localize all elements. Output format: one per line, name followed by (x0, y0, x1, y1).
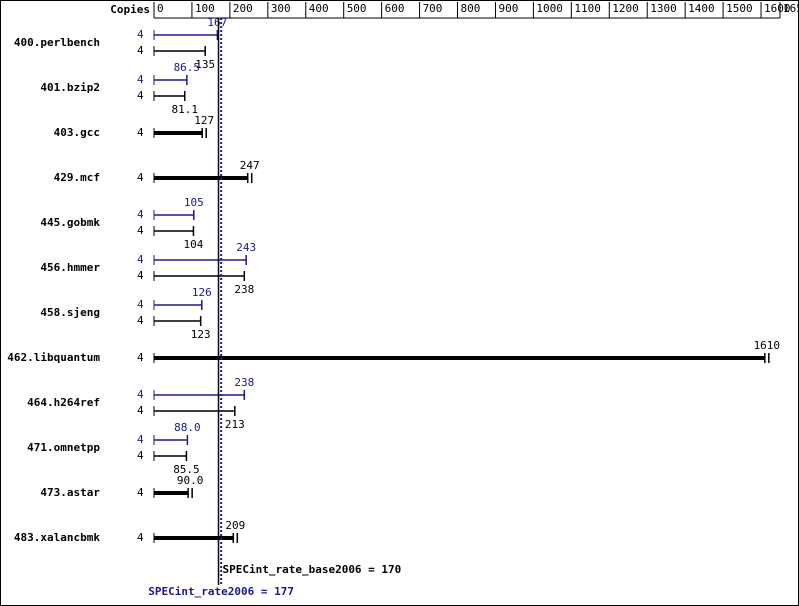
copies-label: 4 (137, 433, 144, 446)
value-label: 167 (207, 16, 227, 29)
value-label: 88.0 (174, 421, 201, 434)
copies-label: 4 (137, 314, 144, 327)
x-tick-label: 900 (498, 2, 518, 15)
copies-label: 4 (137, 73, 144, 86)
x-tick-label: 500 (347, 2, 367, 15)
value-label: 123 (191, 328, 211, 341)
value-label: 243 (236, 241, 256, 254)
benchmark-label: 462.libquantum (7, 351, 100, 364)
copies-label: 4 (137, 388, 144, 401)
value-label: 238 (234, 283, 254, 296)
value-label: 85.5 (173, 463, 200, 476)
copies-label: 4 (137, 224, 144, 237)
benchmark-label: 473.astar (40, 486, 100, 499)
copies-label: 4 (137, 208, 144, 221)
x-tick-label: 1300 (650, 2, 677, 15)
value-label: 90.0 (177, 474, 204, 487)
x-tick-label: 100 (195, 2, 215, 15)
copies-label: 4 (137, 269, 144, 282)
copies-label: 4 (137, 171, 144, 184)
copies-label: 4 (137, 253, 144, 266)
copies-label: 4 (137, 28, 144, 41)
copies-label: 4 (137, 44, 144, 57)
copies-header: Copies (110, 3, 150, 16)
x-tick-label: 200 (233, 2, 253, 15)
copies-label: 4 (137, 89, 144, 102)
value-label: 126 (192, 286, 212, 299)
x-tick-label: 1400 (688, 2, 715, 15)
copies-label: 4 (137, 126, 144, 139)
copies-label: 4 (137, 351, 144, 364)
x-tick-label: 1000 (536, 2, 563, 15)
benchmark-label: 483.xalancbmk (14, 531, 100, 544)
x-tick-label: 400 (309, 2, 329, 15)
value-label: 209 (225, 519, 245, 532)
copies-label: 4 (137, 486, 144, 499)
x-tick-label: 700 (423, 2, 443, 15)
value-label: 247 (240, 159, 260, 172)
copies-label: 4 (137, 449, 144, 462)
value-label: 1610 (754, 339, 781, 352)
x-tick-label: 1100 (574, 2, 601, 15)
benchmark-label: 456.hmmer (40, 261, 100, 274)
copies-label: 4 (137, 531, 144, 544)
value-label: 213 (225, 418, 245, 431)
benchmark-label: 445.gobmk (40, 216, 100, 229)
x-tick-label: 1600 (764, 2, 791, 15)
x-tick-label: 1500 (726, 2, 753, 15)
benchmark-label: 458.sjeng (40, 306, 100, 319)
reference-label: SPECint_rate_base2006 = 170 (222, 563, 401, 576)
x-tick-label: 0 (157, 2, 164, 15)
value-label: 127 (194, 114, 214, 127)
value-label: 104 (184, 238, 204, 251)
benchmark-label: 401.bzip2 (40, 81, 100, 94)
reference-label: SPECint_rate2006 = 177 (148, 585, 294, 598)
value-label: 105 (184, 196, 204, 209)
benchmark-label: 403.gcc (54, 126, 100, 139)
benchmark-label: 471.omnetpp (27, 441, 100, 454)
value-label: 81.1 (172, 103, 199, 116)
copies-label: 4 (137, 404, 144, 417)
x-tick-label: 1200 (612, 2, 639, 15)
benchmark-label: 429.mcf (54, 171, 100, 184)
x-tick-label: 800 (461, 2, 481, 15)
benchmark-label: 464.h264ref (27, 396, 100, 409)
copies-label: 4 (137, 298, 144, 311)
value-label: 86.5 (174, 61, 201, 74)
value-label: 238 (234, 376, 254, 389)
benchmark-label: 400.perlbench (14, 36, 100, 49)
x-tick-label: 300 (271, 2, 291, 15)
x-tick-label: 1650 (783, 2, 799, 15)
x-tick-label: 600 (385, 2, 405, 15)
value-label: 135 (195, 58, 215, 71)
